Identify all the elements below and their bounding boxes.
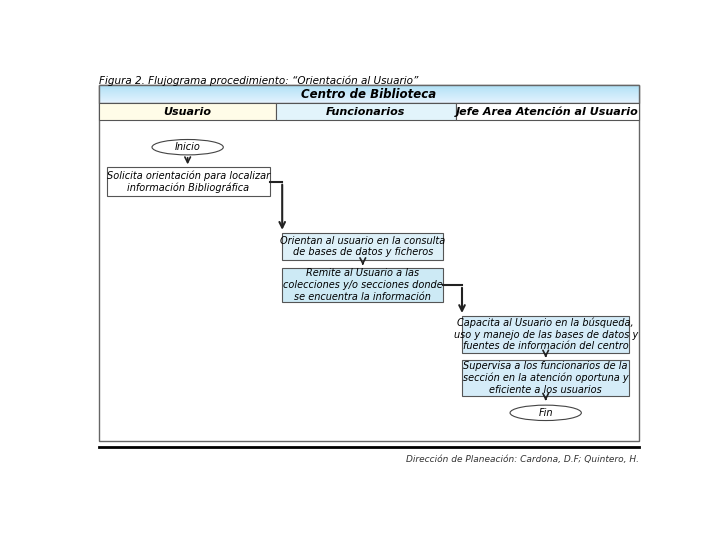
Text: Centro de Biblioteca: Centro de Biblioteca <box>302 87 436 100</box>
FancyBboxPatch shape <box>276 103 456 120</box>
Text: Remite al Usuario a las
colecciones y/o secciones donde
se encuentra la informac: Remite al Usuario a las colecciones y/o … <box>283 268 443 302</box>
Text: Dirección de Planeación: Cardona, D.F; Quintero, H.: Dirección de Planeación: Cardona, D.F; Q… <box>405 455 639 464</box>
FancyBboxPatch shape <box>99 102 639 103</box>
FancyBboxPatch shape <box>107 167 270 197</box>
FancyBboxPatch shape <box>462 316 629 353</box>
FancyBboxPatch shape <box>99 97 639 98</box>
FancyBboxPatch shape <box>99 103 639 104</box>
Text: Jefe Area Atención al Usuario: Jefe Area Atención al Usuario <box>456 106 639 117</box>
FancyBboxPatch shape <box>99 99 639 101</box>
FancyBboxPatch shape <box>99 95 639 96</box>
FancyBboxPatch shape <box>99 120 276 441</box>
FancyBboxPatch shape <box>456 120 639 441</box>
FancyBboxPatch shape <box>456 103 639 120</box>
Text: Orientan al usuario en la consulta
de bases de datos y ficheros: Orientan al usuario en la consulta de ba… <box>280 236 446 258</box>
Text: Inicio: Inicio <box>175 142 201 152</box>
FancyBboxPatch shape <box>99 90 639 91</box>
FancyBboxPatch shape <box>99 98 639 99</box>
Text: Capacita al Usuario en la búsqueda,
uso y manejo de las bases de datos y
fuentes: Capacita al Usuario en la búsqueda, uso … <box>454 318 638 351</box>
FancyBboxPatch shape <box>99 103 276 120</box>
FancyBboxPatch shape <box>99 85 639 441</box>
Text: Figura 2. Flujograma procedimiento: “Orientación al Usuario”: Figura 2. Flujograma procedimiento: “Ori… <box>99 76 418 86</box>
FancyBboxPatch shape <box>99 92 639 93</box>
FancyBboxPatch shape <box>99 99 639 100</box>
FancyBboxPatch shape <box>99 93 639 94</box>
Text: Funcionarios: Funcionarios <box>326 107 405 117</box>
FancyBboxPatch shape <box>99 91 639 92</box>
Text: Supervisa a los funcionarios de la
sección en la atención oportuna y
eficiente a: Supervisa a los funcionarios de la secci… <box>463 361 629 395</box>
FancyBboxPatch shape <box>276 120 456 441</box>
FancyBboxPatch shape <box>99 96 639 97</box>
Ellipse shape <box>510 405 581 421</box>
Text: Solicita orientación para localizar
información Bibliográfica: Solicita orientación para localizar info… <box>107 171 270 193</box>
FancyBboxPatch shape <box>99 85 639 86</box>
FancyBboxPatch shape <box>282 268 444 302</box>
FancyBboxPatch shape <box>99 86 639 88</box>
FancyBboxPatch shape <box>99 100 639 102</box>
Ellipse shape <box>152 139 223 155</box>
FancyBboxPatch shape <box>282 233 444 260</box>
FancyBboxPatch shape <box>99 90 639 92</box>
FancyBboxPatch shape <box>462 361 629 396</box>
FancyBboxPatch shape <box>99 94 639 96</box>
FancyBboxPatch shape <box>99 89 639 90</box>
Text: Usuario: Usuario <box>163 107 212 117</box>
FancyBboxPatch shape <box>99 87 639 89</box>
FancyBboxPatch shape <box>99 86 639 87</box>
Text: Fin: Fin <box>539 408 553 418</box>
